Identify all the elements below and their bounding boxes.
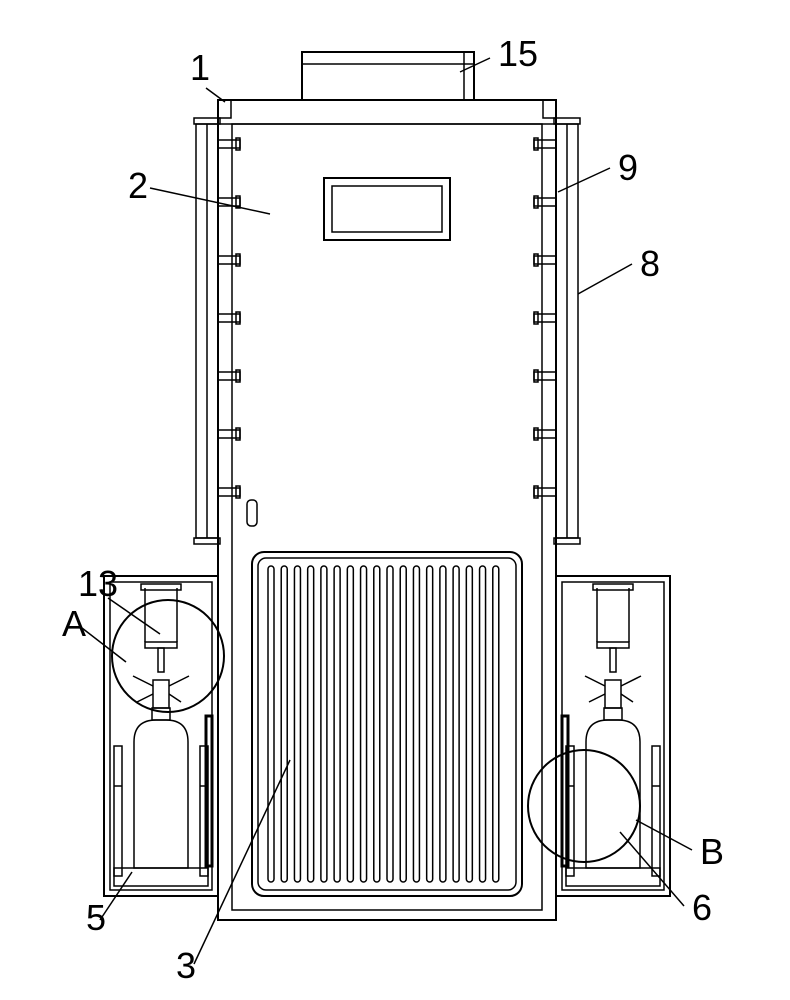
svg-text:5: 5 bbox=[86, 897, 106, 938]
svg-text:1: 1 bbox=[190, 47, 210, 88]
svg-text:3: 3 bbox=[176, 945, 196, 986]
svg-text:B: B bbox=[700, 831, 724, 872]
svg-text:2: 2 bbox=[128, 165, 148, 206]
svg-text:A: A bbox=[62, 603, 86, 644]
svg-text:8: 8 bbox=[640, 243, 660, 284]
svg-text:13: 13 bbox=[78, 563, 118, 604]
svg-text:6: 6 bbox=[692, 887, 712, 928]
svg-text:9: 9 bbox=[618, 147, 638, 188]
svg-text:15: 15 bbox=[498, 33, 538, 74]
